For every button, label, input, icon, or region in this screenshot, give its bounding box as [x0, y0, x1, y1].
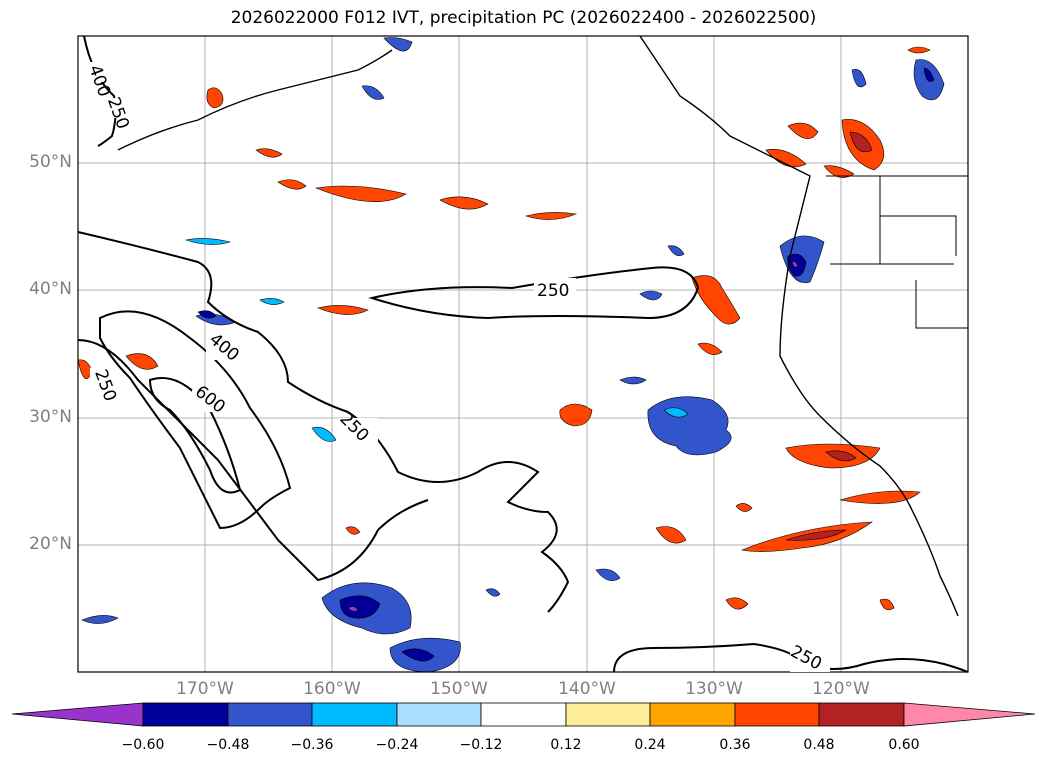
lon-label-160w: 160°W	[303, 679, 361, 699]
colorbar-tick: 0.24	[634, 737, 666, 753]
colorbar-segment	[649, 702, 736, 727]
lon-label-140w: 140°W	[558, 679, 616, 699]
contour-label: 250	[537, 281, 569, 301]
contour-label: 400	[84, 62, 114, 99]
lon-label-130w: 130°W	[685, 679, 743, 699]
map-title: 2026022000 F012 IVT, precipitation PC (2…	[230, 8, 817, 28]
colorbar-segment	[396, 702, 482, 727]
contour-line	[77, 339, 429, 582]
colorbar-tick: 0.60	[888, 737, 920, 753]
precip-positive	[77, 46, 931, 611]
colorbar-tick: 0.48	[803, 737, 835, 753]
colorbar-tick: −0.60	[121, 737, 165, 753]
state-borders	[826, 175, 968, 329]
lat-label-30n: 30°N	[29, 407, 72, 427]
colorbar-tick: −0.24	[375, 737, 419, 753]
colorbar-segment	[227, 702, 313, 727]
lat-label-40n: 40°N	[29, 279, 72, 299]
colorbar-segment	[565, 702, 651, 727]
lon-label-150w: 150°W	[430, 679, 488, 699]
colorbar	[11, 702, 1036, 727]
contour-line	[99, 310, 292, 530]
coast-north-america	[639, 35, 959, 617]
contour-label-group: 400 250 250 400 600 250 250 250	[84, 62, 830, 674]
colorbar-tick: 0.12	[550, 737, 582, 753]
contour-label: 400	[205, 330, 243, 366]
contour-label: 250	[103, 95, 133, 132]
contour-label: 600	[191, 382, 229, 418]
colorbar-tick: −0.12	[459, 737, 503, 753]
colorbar-tick: −0.36	[290, 737, 334, 753]
contour-line	[77, 231, 570, 613]
colorbar-segment	[734, 702, 820, 727]
lon-label-120w: 120°W	[812, 679, 870, 699]
coast-aleutians	[117, 49, 393, 151]
colorbar-tick: 0.36	[719, 737, 751, 753]
colorbar-segment	[818, 702, 905, 727]
map-frame: 400 250 250 400 600 250 250 250	[77, 35, 969, 674]
colorbar-tick: −0.48	[206, 737, 250, 753]
lat-label-50n: 50°N	[29, 152, 72, 172]
coastlines	[117, 35, 959, 617]
colorbar-segment	[311, 702, 398, 727]
colorbar-segment	[903, 702, 1036, 727]
lon-label-170w: 170°W	[176, 679, 234, 699]
contour-line	[368, 266, 700, 320]
precip-negative	[81, 37, 945, 673]
plot-border	[77, 35, 969, 673]
colorbar-segment	[480, 702, 567, 727]
lat-label-20n: 20°N	[29, 534, 72, 554]
colorbar-segment	[142, 702, 229, 727]
colorbar-segment	[11, 702, 144, 727]
